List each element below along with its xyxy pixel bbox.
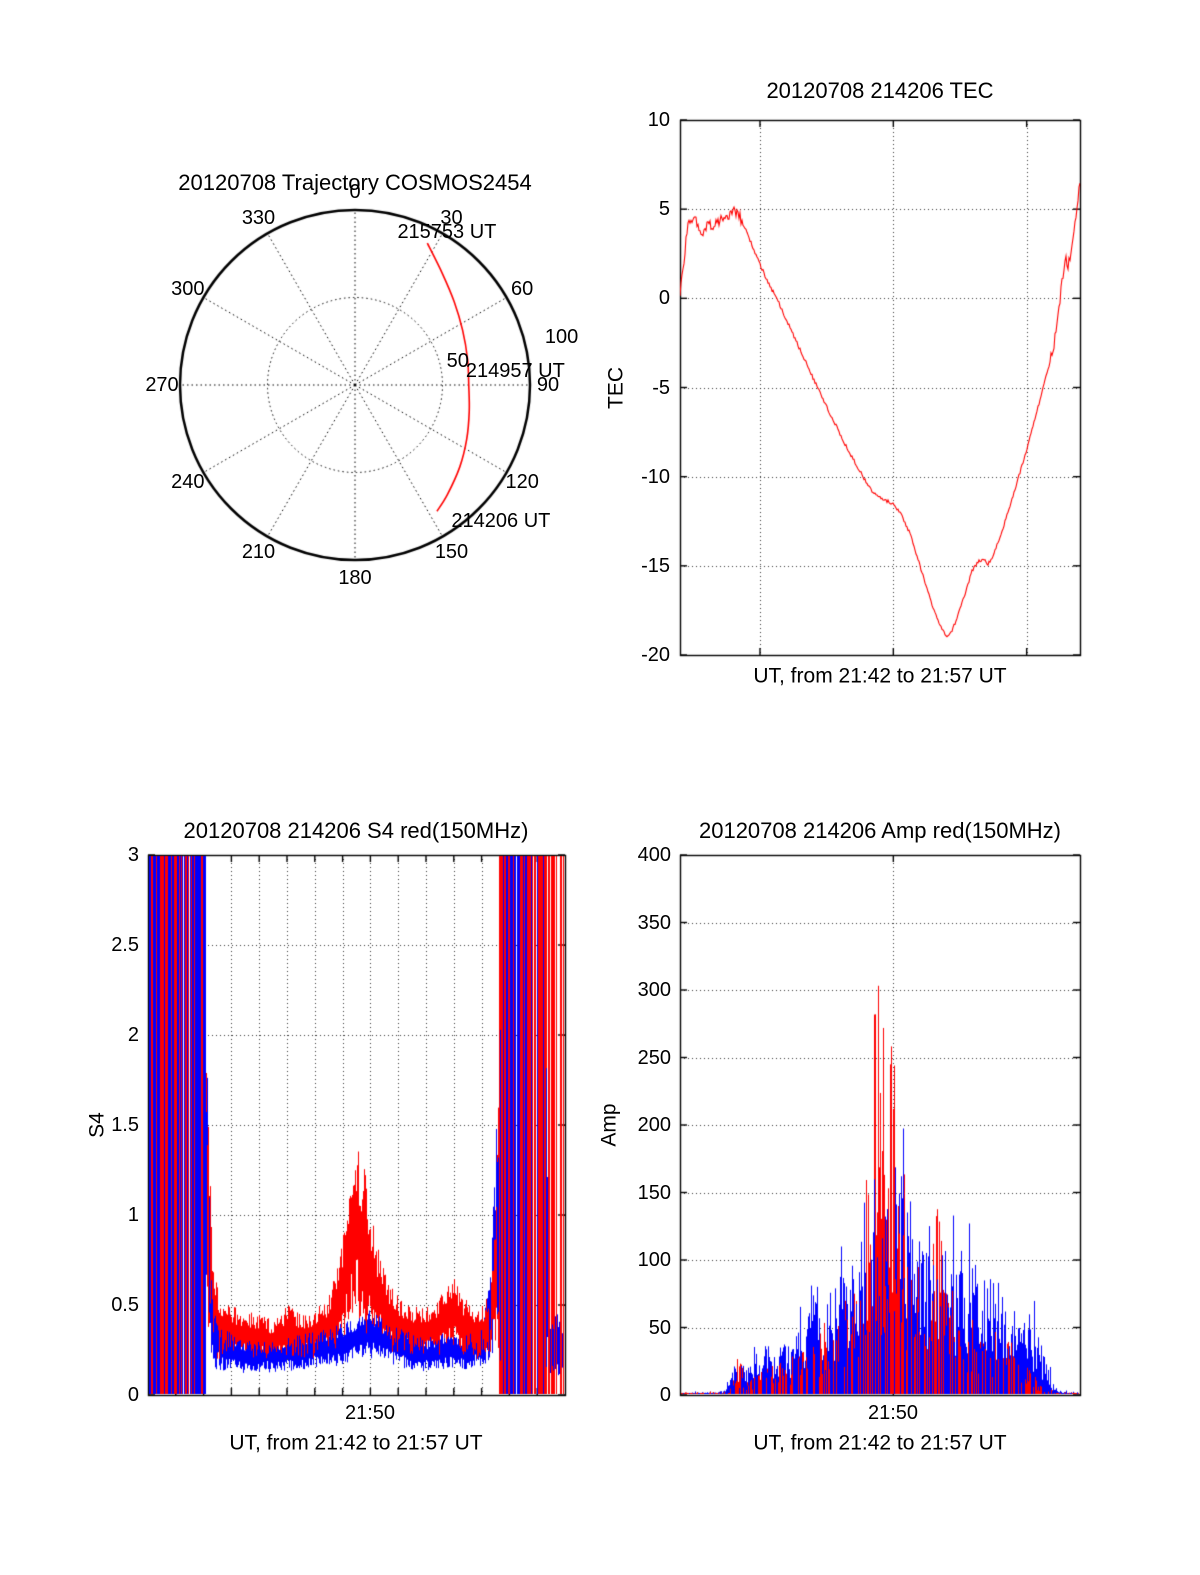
amp-ytick-label: 200 [637, 1114, 671, 1136]
polar-angle-tick-label: 180 [338, 567, 372, 589]
amp-ytick-label: 350 [637, 911, 671, 934]
trajectory-plot-title: 20120708 Trajectory COSMOS2454 [178, 170, 532, 195]
tec-ytick-label: 10 [647, 109, 670, 131]
polar-angle-tick-label: 150 [434, 541, 469, 564]
polar-angle-tick-label: 0 [349, 181, 361, 203]
s4-ytick-label: 2.5 [111, 934, 139, 956]
polar-angle-tick-label: 30 [440, 206, 463, 229]
tec-plot-title: 20120708 214206 TEC [766, 78, 994, 103]
trajectory-time-annotation: 215753 UT [397, 220, 497, 243]
polar-angle-tick-label: 300 [171, 277, 205, 300]
amp-ytick-label: 250 [637, 1046, 671, 1069]
polar-angle-tick-label: 330 [241, 206, 276, 229]
amp-ytick-label: 50 [648, 1316, 671, 1339]
polar-angle-tick-label: 120 [505, 470, 539, 493]
polar-angle-tick-label: 210 [241, 541, 276, 564]
amp-ytick-label: 150 [637, 1181, 671, 1204]
polar-angle-tick-label: 270 [145, 374, 179, 396]
amp-plot-title: 20120708 214206 Amp red(150MHz) [698, 818, 1062, 843]
amp-ytick-label: 300 [637, 979, 671, 1001]
polar-angle-tick-label: 60 [511, 277, 534, 300]
trajectory-time-annotation: 214957 UT [465, 359, 565, 382]
s4-y-axis-label: S4 [85, 1112, 109, 1138]
tec-ytick-label: 5 [658, 198, 670, 221]
trajectory-time-annotation: 214206 UT [451, 510, 551, 533]
amp-ytick-label: 0 [659, 1384, 671, 1406]
s4-ytick-label: 1.5 [111, 1114, 139, 1136]
s4-ytick-label: 0 [127, 1384, 139, 1406]
s4-ytick-label: 3 [127, 844, 139, 866]
amp-y-axis-label: Amp [597, 1103, 621, 1147]
tec-ytick-label: -20 [641, 644, 670, 666]
amp-xtick-label: 21:50 [867, 1402, 919, 1424]
s4-ytick-label: 0.5 [111, 1294, 139, 1316]
polar-radial-tick-label: 100 [544, 326, 579, 349]
s4-ytick-label: 1 [127, 1204, 139, 1226]
tec-ytick-label: 0 [658, 287, 670, 310]
tec-x-axis-label: UT, from 21:42 to 21:57 UT [753, 664, 1007, 688]
amp-ytick-label: 100 [637, 1249, 671, 1271]
s4-ytick-label: 2 [127, 1024, 139, 1046]
amp-x-axis-label: UT, from 21:42 to 21:57 UT [753, 1431, 1007, 1455]
polar-radial-tick-label: 50 [446, 350, 469, 373]
tec-y-axis-label: TEC [604, 367, 628, 409]
tec-ytick-label: -5 [652, 376, 670, 399]
tec-ytick-label: -15 [641, 554, 670, 577]
s4-xtick-label: 21:50 [344, 1402, 396, 1424]
s4-plot-title: 20120708 214206 S4 red(150MHz) [183, 818, 529, 843]
s4-x-axis-label: UT, from 21:42 to 21:57 UT [229, 1431, 483, 1455]
polar-angle-tick-label: 240 [171, 470, 205, 493]
tec-ytick-label: -10 [641, 465, 670, 488]
amp-ytick-label: 400 [637, 844, 671, 866]
polar-angle-tick-label: 90 [536, 374, 560, 396]
